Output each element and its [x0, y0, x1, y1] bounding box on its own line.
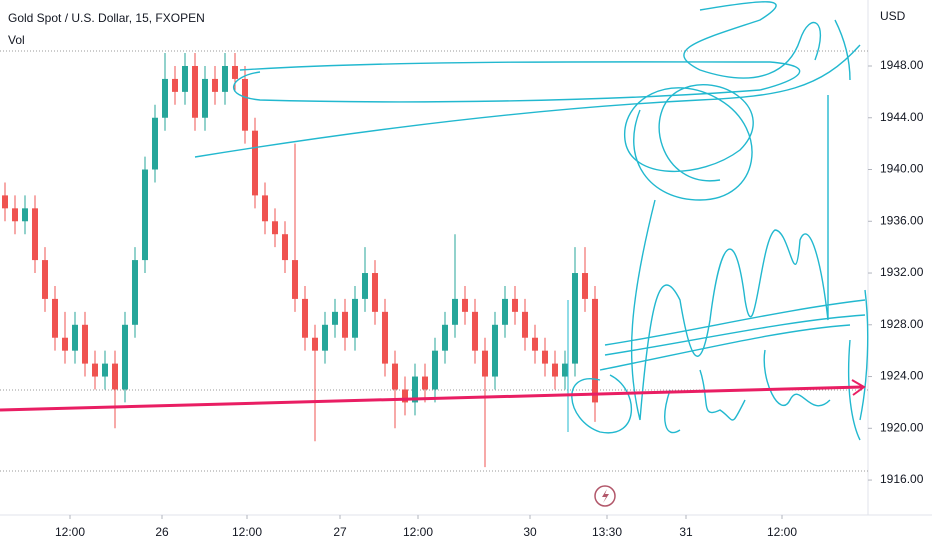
- candle-body: [542, 350, 548, 364]
- x-tick-label: 12:00: [403, 525, 433, 539]
- candle-body: [272, 221, 278, 235]
- candle-body: [52, 298, 58, 338]
- y-tick-label: 1916.00: [880, 472, 924, 486]
- candle-body: [162, 78, 168, 118]
- candle-body: [442, 324, 448, 351]
- candle-body: [492, 324, 498, 377]
- candle-body: [22, 208, 28, 222]
- y-tick-label: 1920.00: [880, 420, 924, 434]
- x-tick-label: 12:00: [55, 525, 85, 539]
- drawings: [0, 1, 869, 441]
- y-tick-label: 1948.00: [880, 58, 924, 72]
- candle-body: [232, 65, 238, 79]
- candles: [2, 53, 598, 468]
- freehand-drawing: [194, 44, 861, 158]
- candle-body: [502, 298, 508, 325]
- candle-body: [352, 298, 358, 338]
- x-tick-label: 12:00: [232, 525, 262, 539]
- currency-label: USD: [880, 9, 906, 23]
- y-tick-label: 1932.00: [880, 265, 924, 279]
- candle-body: [342, 311, 348, 338]
- candle-body: [292, 260, 298, 299]
- candle-body: [532, 337, 538, 351]
- volume-label: Vol: [8, 33, 25, 47]
- candle-body: [92, 363, 98, 377]
- candle-body: [222, 65, 228, 92]
- candle-body: [482, 350, 488, 377]
- candle-body: [362, 273, 368, 299]
- candle-body: [132, 260, 138, 325]
- y-tick-label: 1944.00: [880, 110, 924, 124]
- candle-body: [72, 324, 78, 351]
- candle-body: [12, 208, 18, 222]
- candle-body: [422, 376, 428, 390]
- x-tick-label: 13:30: [592, 525, 622, 539]
- x-tick-label: 27: [333, 525, 347, 539]
- candle-body: [512, 298, 518, 312]
- candle-body: [472, 311, 478, 351]
- candle-body: [302, 298, 308, 338]
- chart-title: Gold Spot / U.S. Dollar, 15, FXOPEN: [8, 11, 205, 25]
- candle-body: [242, 78, 248, 131]
- arrow-head: [851, 379, 866, 396]
- x-tick-label: 26: [155, 525, 169, 539]
- candle-body: [102, 363, 108, 377]
- x-tick-label: 31: [679, 525, 693, 539]
- candle-body: [582, 273, 588, 299]
- candle-body: [82, 324, 88, 364]
- candle-body: [402, 389, 408, 403]
- candle-body: [412, 376, 418, 403]
- candle-body: [552, 363, 558, 377]
- candle-body: [572, 273, 578, 364]
- candle-body: [312, 337, 318, 351]
- candle-body: [382, 311, 388, 364]
- candle-body: [32, 208, 38, 261]
- candle-body: [42, 260, 48, 299]
- candle-body: [592, 298, 598, 403]
- lightning: [602, 489, 609, 503]
- candle-body: [282, 234, 288, 261]
- candle-body: [202, 78, 208, 118]
- candle-body: [152, 117, 158, 170]
- candle-body: [252, 130, 258, 196]
- candle-body: [392, 363, 398, 390]
- candle-body: [142, 169, 148, 261]
- candle-body: [562, 363, 568, 377]
- x-tick-label: 30: [523, 525, 537, 539]
- candle-body: [192, 65, 198, 118]
- y-tick-label: 1936.00: [880, 213, 924, 227]
- y-tick-label: 1928.00: [880, 317, 924, 331]
- trend-line: [0, 385, 863, 412]
- candle-body: [172, 78, 178, 92]
- candle-body: [182, 65, 188, 92]
- candle-body: [62, 337, 68, 351]
- x-tick-label: 12:00: [767, 525, 797, 539]
- freehand-drawing: [599, 95, 866, 421]
- candle-body: [212, 78, 218, 92]
- y-tick-label: 1924.00: [880, 369, 924, 383]
- candle-body: [122, 324, 128, 390]
- freehand-drawing: [571, 289, 869, 441]
- candle-body: [262, 195, 268, 222]
- candle-body: [522, 311, 528, 338]
- freehand-drawing: [624, 1, 851, 201]
- candle-body: [112, 363, 118, 390]
- y-tick-label: 1940.00: [880, 162, 924, 176]
- candle-body: [2, 195, 8, 209]
- candle-body: [332, 311, 338, 325]
- candle-body: [372, 273, 378, 312]
- candle-body: [322, 324, 328, 351]
- candle-body: [432, 350, 438, 390]
- candle-body: [452, 298, 458, 325]
- event-icon: [594, 485, 616, 507]
- candle-body: [462, 298, 468, 312]
